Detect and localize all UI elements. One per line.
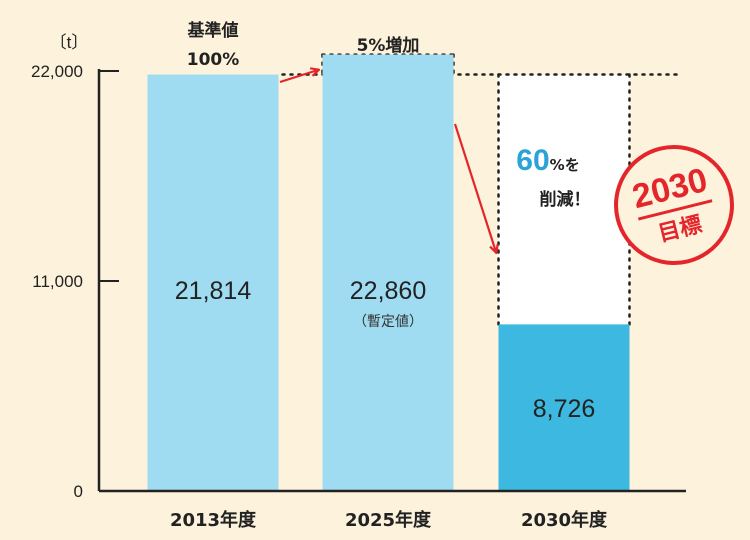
y-axis-tick-marks bbox=[99, 70, 119, 282]
category-label-2025: 2025年度 bbox=[345, 509, 432, 531]
value-label-2013: 21,814 bbox=[175, 277, 252, 305]
reduction-text: 削減！ bbox=[540, 189, 591, 210]
provisional-note: （暫定値） bbox=[353, 314, 423, 330]
bar-2025年度 bbox=[322, 54, 454, 491]
reduction-percent: %を bbox=[550, 156, 580, 174]
reduction-area bbox=[498, 74, 630, 325]
bar-2013年度 bbox=[147, 74, 279, 492]
y-axis-ticks: 0 11,000 22,000 bbox=[31, 62, 83, 501]
goal-stamp: 2030 目標 bbox=[614, 145, 734, 265]
baseline-label: 基準値 bbox=[187, 20, 239, 41]
value-label-2025: 22,860 bbox=[350, 277, 426, 305]
value-label-2030: 8,726 bbox=[533, 395, 596, 423]
baseline-percent: 100% bbox=[187, 50, 240, 70]
increase-label: 5%増加 bbox=[357, 35, 420, 56]
category-label-2030: 2030年度 bbox=[521, 509, 608, 531]
y-axis-unit: 〔t〕 bbox=[50, 33, 89, 52]
y-tick-0: 0 bbox=[74, 482, 83, 501]
stamp-ring bbox=[614, 145, 734, 265]
stamp-divider bbox=[637, 199, 713, 221]
reduction-callout: 60%を bbox=[516, 144, 579, 177]
y-tick-1: 11,000 bbox=[32, 272, 83, 291]
category-label-2013: 2013年度 bbox=[170, 509, 257, 531]
bar-2030年度 bbox=[498, 324, 630, 491]
reduction-number: 60 bbox=[516, 144, 549, 177]
y-tick-2: 22,000 bbox=[31, 62, 83, 81]
reduction-arrow bbox=[453, 123, 496, 252]
bars-group bbox=[147, 54, 630, 492]
increase-arrow bbox=[279, 70, 318, 84]
